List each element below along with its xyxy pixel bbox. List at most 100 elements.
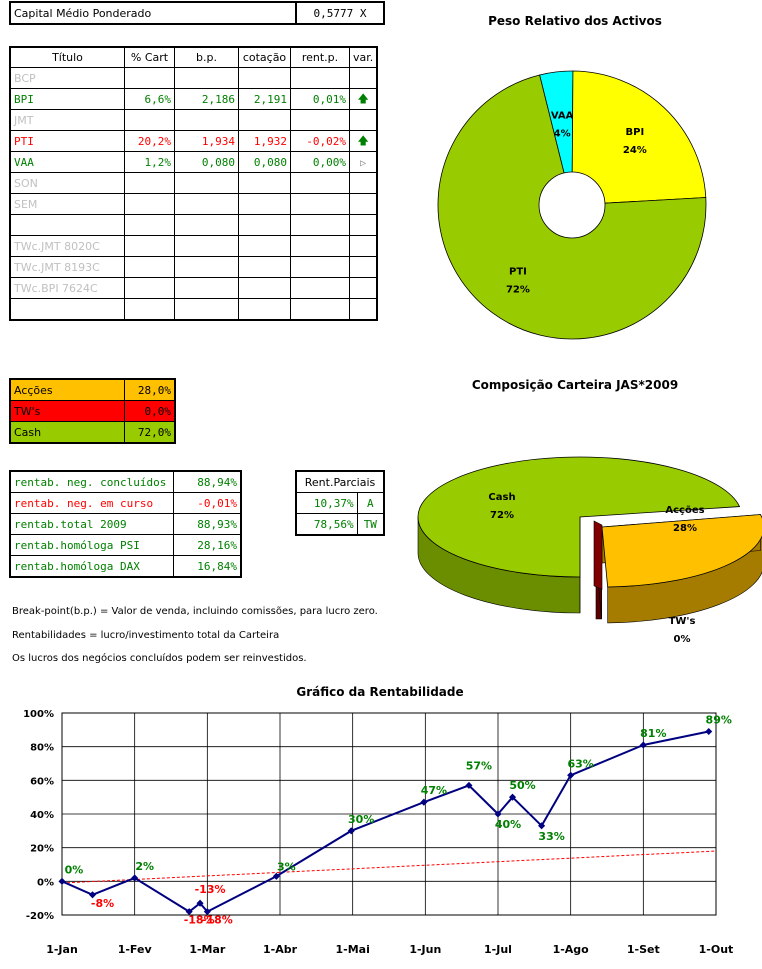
portfolio-cell-cot	[238, 235, 291, 257]
returns-label: rentab.homóloga DAX	[9, 555, 174, 578]
data-point	[567, 771, 575, 779]
data-point	[494, 810, 502, 818]
capital-value: 0,5777 X	[295, 1, 385, 25]
pie1-value-label: 4%	[554, 129, 571, 140]
header-cotacao: cotação	[238, 46, 291, 68]
y-tick-label: 0%	[37, 877, 54, 888]
portfolio-row: TWc.JMT 8020C	[9, 235, 378, 257]
x-tick-label: 1-Ago	[553, 943, 590, 956]
y-tick-label: 60%	[30, 776, 54, 787]
header-bp: b.p.	[174, 46, 239, 68]
portfolio-cell-rent	[290, 109, 350, 131]
partials-tag: TW	[356, 513, 385, 536]
pie1-label: PTI	[509, 266, 527, 277]
portfolio-row: BPI 6,6% 2,186 2,191 0,01% 🡅	[9, 88, 378, 110]
returns-value: 28,16%	[173, 534, 242, 556]
portfolio-cell-rent: 0,00%	[290, 151, 350, 173]
portfolio-cell-var	[349, 109, 378, 131]
data-point	[131, 874, 139, 882]
x-tick-label: 1-Mai	[335, 943, 369, 956]
data-label: 50%	[509, 779, 535, 792]
portfolio-cell-cot: 0,080	[238, 151, 291, 173]
x-tick-label: 1-Out	[699, 943, 734, 956]
portfolio-cell-name: PTI	[9, 130, 125, 152]
portfolio-cell-bp	[174, 172, 239, 194]
portfolio-cell-cart	[124, 298, 175, 321]
x-tick-label: 1-Jan	[46, 943, 78, 956]
data-label: 33%	[538, 830, 564, 843]
line-chart: -20% 0% 20% 40% 60% 80% 100% 1-Jan 1-Fev 1-Mar 1-A…	[23, 709, 734, 956]
portfolio-cell-bp	[174, 193, 239, 215]
portfolio-cell-cot	[238, 298, 291, 321]
portfolio-row: PTI 20,2% 1,934 1,932 -0,02% 🡅	[9, 130, 378, 152]
x-tick-label: 1-Jul	[484, 943, 512, 956]
portfolio-cell-rent: -0,02%	[290, 130, 350, 152]
portfolio-row: BCP	[9, 67, 378, 89]
portfolio-cell-rent	[290, 235, 350, 257]
portfolio-cell-cart	[124, 256, 175, 278]
pie1-label: BPI	[626, 127, 645, 138]
returns-label: rentab. neg. concluídos	[9, 470, 174, 493]
arrow-right-icon: ▷	[360, 157, 367, 169]
capital-label: Capital Médio Ponderado	[9, 1, 297, 25]
note-breakpoint: Break-point(b.p.) = Valor de venda, incl…	[12, 606, 378, 617]
note-rentabilidades: Rentabilidades = lucro/investimento tota…	[12, 630, 280, 641]
partials-row: 10,37% A	[295, 492, 385, 514]
pie2-value-label: 72%	[490, 510, 514, 521]
portfolio-cell-rent	[290, 214, 350, 236]
portfolio-cell-name: SEM	[9, 193, 125, 215]
returns-value: 16,84%	[173, 555, 242, 578]
returns-value: -0,01%	[173, 492, 242, 514]
portfolio-row: TWc.BPI 7624C	[9, 277, 378, 299]
arrow-up-icon: 🡅	[357, 133, 369, 147]
portfolio-cell-bp	[174, 235, 239, 257]
composition-table: Acções 28,0% TW's 0,0% Cash 72,0%	[9, 378, 176, 444]
pie1-title: Peso Relativo dos Activos	[488, 14, 662, 28]
data-point	[705, 727, 713, 736]
portfolio-cell-name: JMT	[9, 109, 125, 131]
portfolio-cell-bp	[174, 214, 239, 236]
portfolio-row: TWc.JMT 8193C	[9, 256, 378, 278]
pie1-hole	[538, 171, 606, 239]
rentabilidade-line	[61, 730, 709, 913]
composition-row: TW's 0,0%	[9, 400, 176, 422]
portfolio-cell-cart	[124, 109, 175, 131]
pie1-slice-bpi	[571, 70, 707, 206]
portfolio-row: JMT	[9, 109, 378, 131]
portfolio-cell-name	[9, 298, 125, 321]
portfolio-cell-cot	[238, 67, 291, 89]
note-lucros: Os lucros dos negócios concluídos podem …	[12, 653, 307, 664]
pie2-value-label: 28%	[673, 523, 697, 534]
portfolio-cell-var	[349, 193, 378, 215]
returns-label: rentab. neg. em curso	[9, 492, 174, 514]
portfolio-row: VAA 1,2% 0,080 0,080 0,00% ▷	[9, 151, 378, 173]
portfolio-cell-rent	[290, 298, 350, 321]
trend-line	[61, 850, 717, 884]
portfolio-cell-var: 🡅	[349, 130, 378, 152]
composition-value: 0,0%	[124, 400, 176, 422]
pie1-label: VAA	[551, 111, 574, 122]
portfolio-cell-var	[349, 298, 378, 321]
pie2-value-label: 0%	[674, 634, 691, 645]
portfolio-cell-rent: 0,01%	[290, 88, 350, 110]
data-label: -18%	[202, 914, 233, 927]
portfolio-cell-bp	[174, 298, 239, 321]
portfolio-cell-bp: 2,186	[174, 88, 239, 110]
portfolio-cell-name: BPI	[9, 88, 125, 110]
partials-value: 10,37%	[295, 492, 358, 514]
pie2-title: Composição Carteira JAS*2009	[471, 378, 679, 392]
portfolio-cell-cot: 2,191	[238, 88, 291, 110]
x-tick-label: 1-Mar	[189, 943, 226, 956]
portfolio-cell-bp: 1,934	[174, 130, 239, 152]
portfolio-cell-rent	[290, 256, 350, 278]
partials-tag: A	[356, 492, 385, 514]
pie2-slice-tws	[593, 520, 603, 590]
portfolio-cell-name	[9, 214, 125, 236]
data-label: 63%	[567, 757, 593, 770]
composition-row: Cash 72,0%	[9, 421, 176, 444]
x-tick-label: 1-Set	[627, 943, 660, 956]
portfolio-cell-name: TWc.JMT 8020C	[9, 235, 125, 257]
partials-row: 78,56% TW	[295, 513, 385, 536]
returns-row: rentab. neg. concluídos 88,94%	[9, 470, 242, 493]
data-label: 40%	[495, 818, 521, 831]
